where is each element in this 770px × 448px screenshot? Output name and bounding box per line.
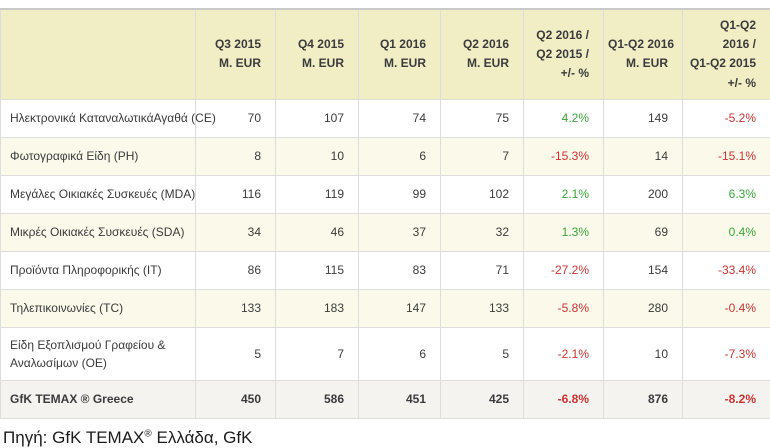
value-cell: 154: [604, 251, 683, 289]
total-value-cell: 451: [359, 380, 441, 418]
change-cell: -0.4%: [683, 289, 770, 327]
value-cell: 280: [604, 289, 683, 327]
total-value-cell: 586: [276, 380, 359, 418]
category-cell: Μεγάλες Οικιακές Συσκευές (MDA): [1, 175, 196, 213]
total-label: GfK TEMAX ® Greece: [1, 380, 196, 418]
value-cell: 75: [441, 99, 524, 137]
source-caption-text: Πηγή: GfK TEMAX: [3, 428, 144, 447]
column-header-h1-change: Q1-Q2 2016 / Q1-Q2 2015 +/- %: [683, 9, 770, 99]
value-cell: 10: [604, 327, 683, 380]
table-row-sda: Μικρές Οικιακές Συσκευές (SDA) 34 46 37 …: [1, 213, 770, 251]
value-cell: 147: [359, 289, 441, 327]
value-cell: 200: [604, 175, 683, 213]
total-value-cell: 425: [441, 380, 524, 418]
column-header-q4-2015: Q4 2015 M. EUR: [276, 9, 359, 99]
change-cell: 0.4%: [683, 213, 770, 251]
registered-trademark-icon: ®: [144, 428, 151, 439]
value-cell: 69: [604, 213, 683, 251]
category-cell: Προϊόντα Πληροφορικής (IT): [1, 251, 196, 289]
total-value-cell: 876: [604, 380, 683, 418]
change-cell: -7.3%: [683, 327, 770, 380]
change-cell: 6.3%: [683, 175, 770, 213]
corner-header-cell: [1, 9, 196, 99]
change-cell: 4.2%: [524, 99, 604, 137]
category-cell: Τηλεπικοινωνίες (TC): [1, 289, 196, 327]
table-row-mda: Μεγάλες Οικιακές Συσκευές (MDA) 116 119 …: [1, 175, 770, 213]
change-cell: -5.8%: [524, 289, 604, 327]
total-change-cell: -6.8%: [524, 380, 604, 418]
category-cell: Ηλεκτρονικά ΚαταναλωτικάΑγαθά (CE): [1, 99, 196, 137]
change-cell: 1.3%: [524, 213, 604, 251]
value-cell: 6: [359, 327, 441, 380]
change-cell: -5.2%: [683, 99, 770, 137]
column-header-q1-2016: Q1 2016 M. EUR: [359, 9, 441, 99]
value-cell: 133: [196, 289, 276, 327]
change-cell: 2.1%: [524, 175, 604, 213]
category-cell: Φωτογραφικά Είδη (PH): [1, 137, 196, 175]
value-cell: 46: [276, 213, 359, 251]
value-cell: 183: [276, 289, 359, 327]
source-caption-suffix: Ελλάδα, GfK: [152, 428, 253, 447]
category-cell: Είδη Εξοπλισμού Γραφείου & Αναλωσίμων (Ο…: [1, 327, 196, 380]
value-cell: 133: [441, 289, 524, 327]
value-cell: 71: [441, 251, 524, 289]
value-cell: 5: [196, 327, 276, 380]
total-value-cell: 450: [196, 380, 276, 418]
value-cell: 37: [359, 213, 441, 251]
value-cell: 83: [359, 251, 441, 289]
total-change-cell: -8.2%: [683, 380, 770, 418]
change-cell: -2.1%: [524, 327, 604, 380]
value-cell: 7: [441, 137, 524, 175]
header-row: Q3 2015 M. EUR Q4 2015 M. EUR Q1 2016 M.…: [1, 9, 770, 99]
value-cell: 74: [359, 99, 441, 137]
change-cell: -27.2%: [524, 251, 604, 289]
column-header-q2-2016: Q2 2016 M. EUR: [441, 9, 524, 99]
value-cell: 34: [196, 213, 276, 251]
value-cell: 86: [196, 251, 276, 289]
value-cell: 8: [196, 137, 276, 175]
temax-table: Q3 2015 M. EUR Q4 2015 M. EUR Q1 2016 M.…: [0, 8, 770, 419]
column-header-q2-change: Q2 2016 / Q2 2015 / +/- %: [524, 9, 604, 99]
value-cell: 99: [359, 175, 441, 213]
value-cell: 116: [196, 175, 276, 213]
value-cell: 14: [604, 137, 683, 175]
change-cell: -15.1%: [683, 137, 770, 175]
change-cell: -33.4%: [683, 251, 770, 289]
column-header-h1-2016: Q1-Q2 2016 M. EUR: [604, 9, 683, 99]
change-cell: -15.3%: [524, 137, 604, 175]
table-row-tc: Τηλεπικοινωνίες (TC) 133 183 147 133 -5.…: [1, 289, 770, 327]
column-header-q3-2015: Q3 2015 M. EUR: [196, 9, 276, 99]
category-cell: Μικρές Οικιακές Συσκευές (SDA): [1, 213, 196, 251]
value-cell: 149: [604, 99, 683, 137]
table-row-it: Προϊόντα Πληροφορικής (IT) 86 115 83 71 …: [1, 251, 770, 289]
table-row-ph: Φωτογραφικά Είδη (PH) 8 10 6 7 -15.3% 14…: [1, 137, 770, 175]
value-cell: 10: [276, 137, 359, 175]
table-row-oe: Είδη Εξοπλισμού Γραφείου & Αναλωσίμων (Ο…: [1, 327, 770, 380]
value-cell: 102: [441, 175, 524, 213]
total-row: GfK TEMAX ® Greece 450 586 451 425 -6.8%…: [1, 380, 770, 418]
source-caption: Πηγή: GfK TEMAX® Ελλάδα, GfK: [3, 428, 770, 448]
value-cell: 115: [276, 251, 359, 289]
value-cell: 107: [276, 99, 359, 137]
value-cell: 7: [276, 327, 359, 380]
value-cell: 5: [441, 327, 524, 380]
value-cell: 6: [359, 137, 441, 175]
value-cell: 119: [276, 175, 359, 213]
table-row-ce: Ηλεκτρονικά ΚαταναλωτικάΑγαθά (CE) 70 10…: [1, 99, 770, 137]
value-cell: 32: [441, 213, 524, 251]
